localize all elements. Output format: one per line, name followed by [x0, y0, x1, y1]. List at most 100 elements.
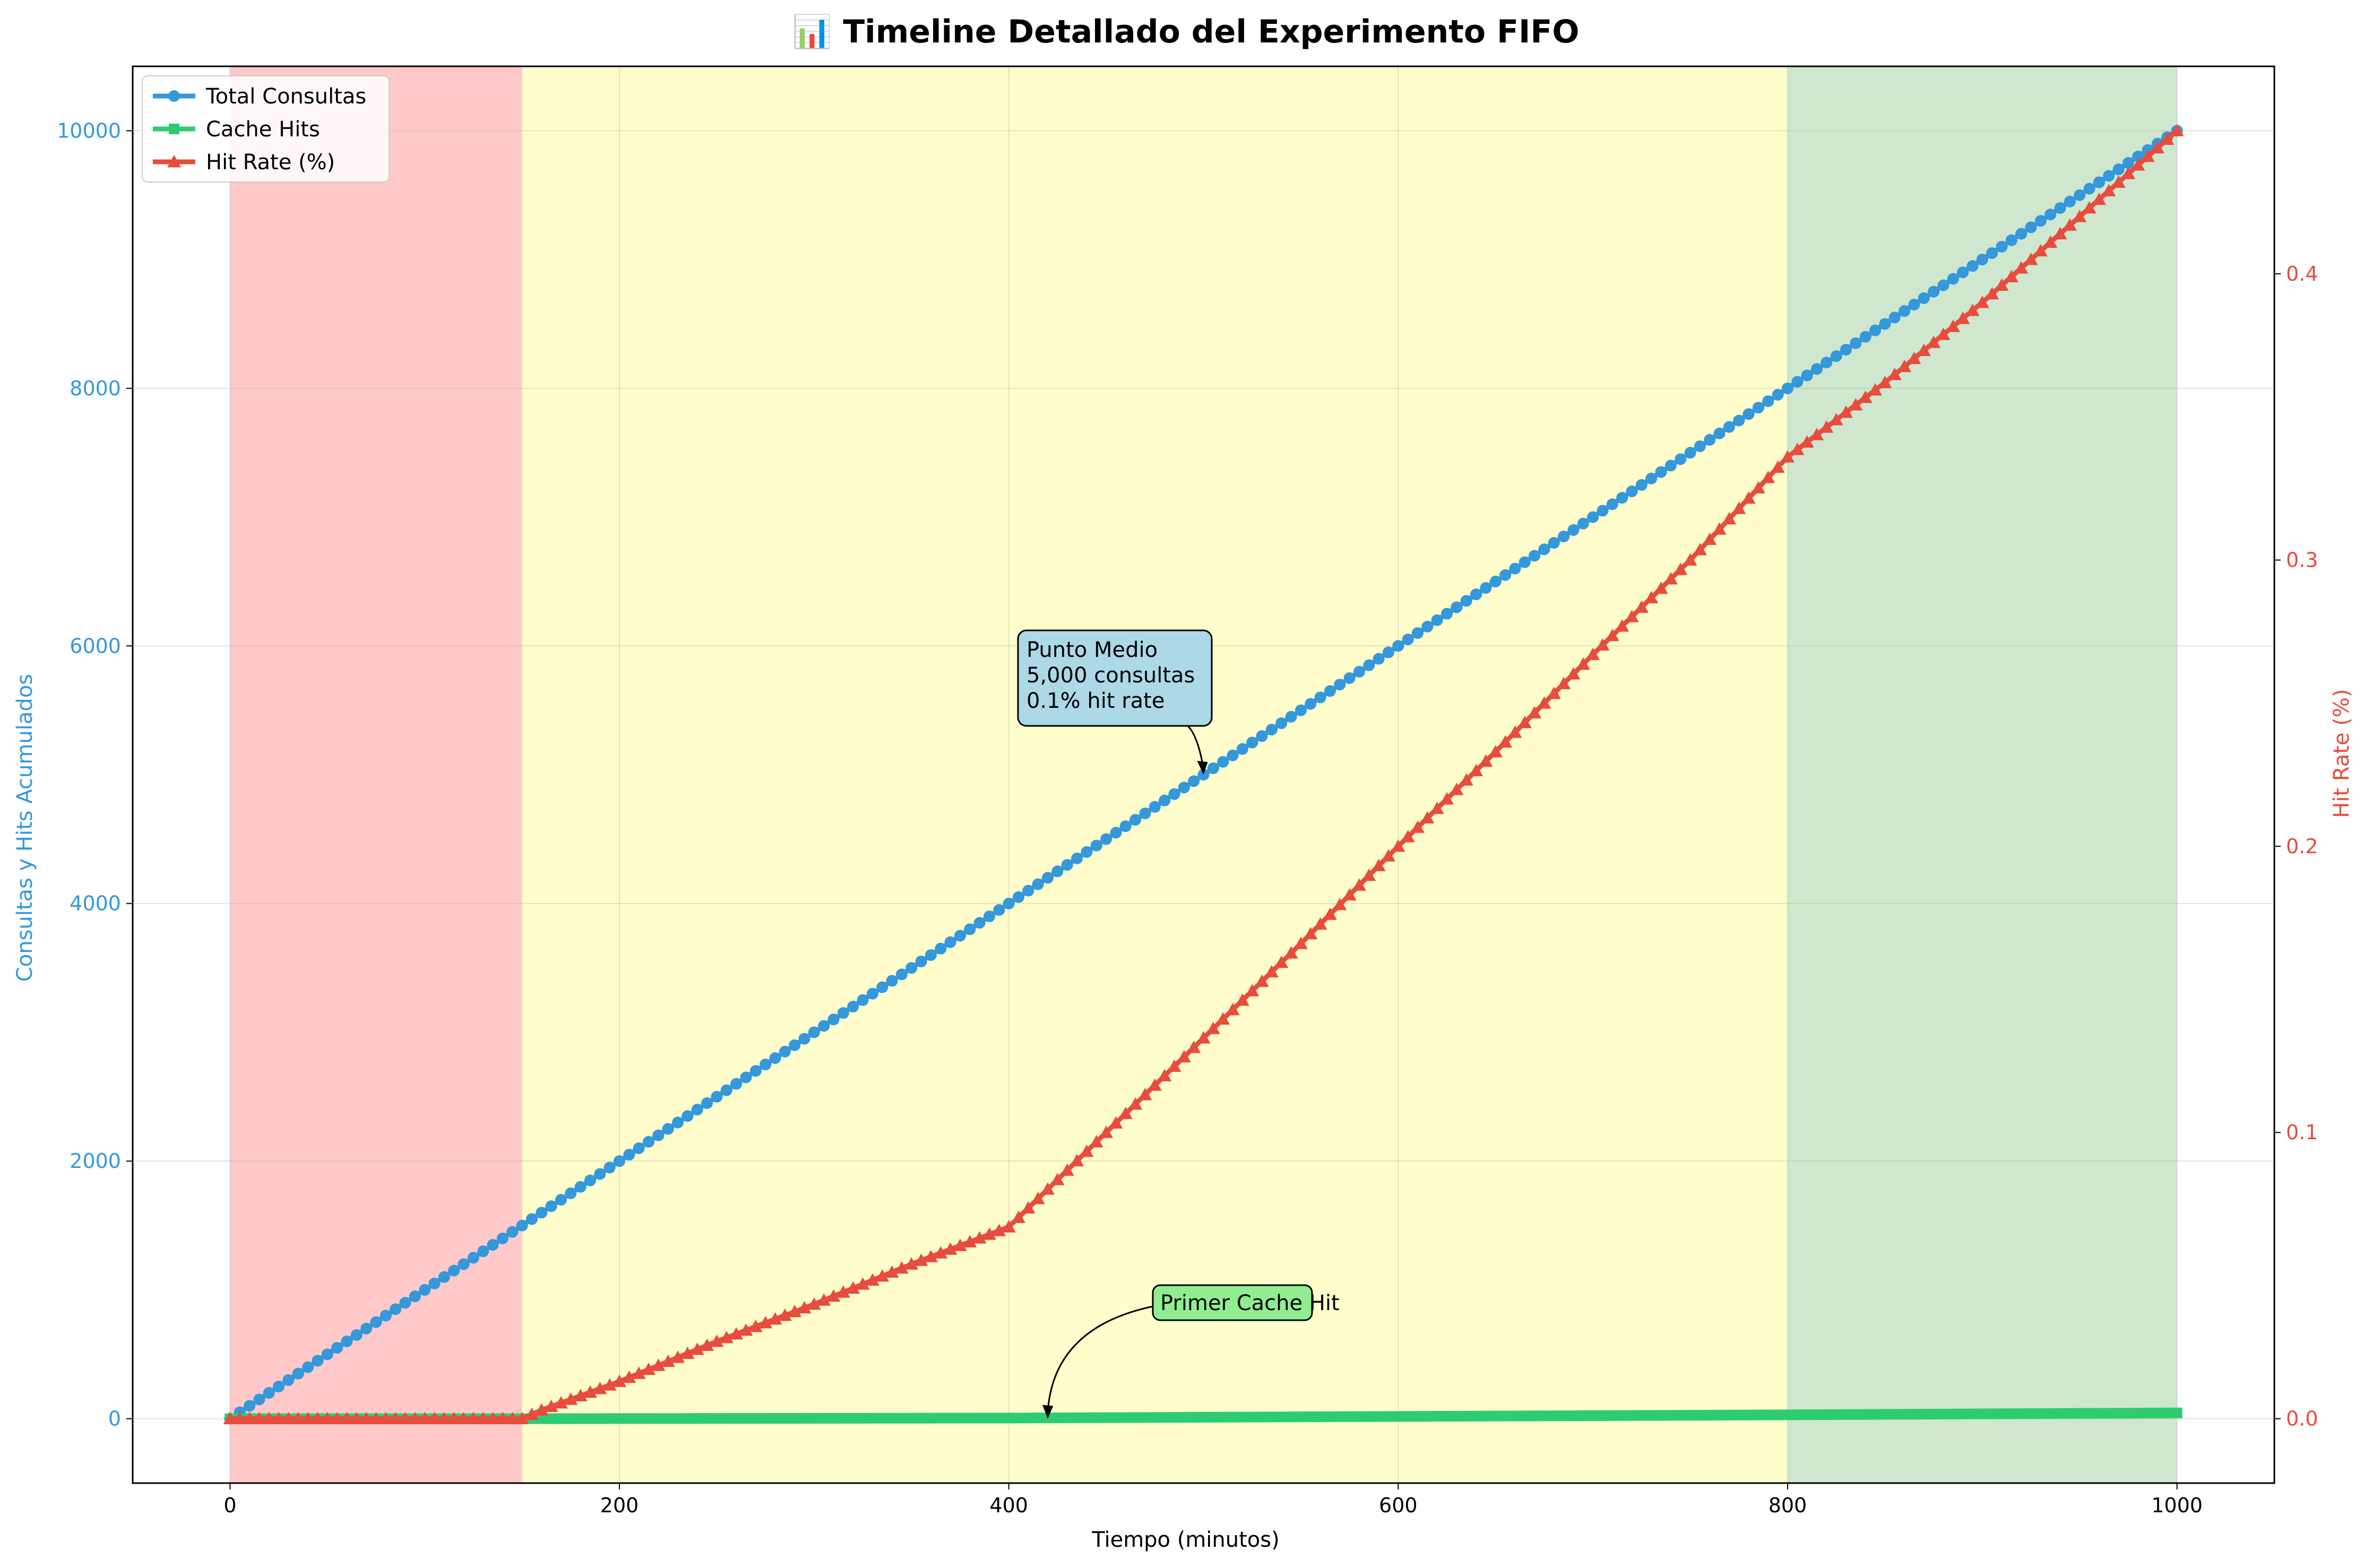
data-point [1402, 1411, 1413, 1422]
data-point [458, 1258, 470, 1270]
data-point [2063, 218, 2077, 231]
data-point [798, 1033, 810, 1045]
data-point [1227, 749, 1239, 761]
data-point [1470, 588, 1482, 601]
data-point [2025, 221, 2037, 233]
phase-regions [230, 66, 2177, 1483]
data-point [730, 1078, 743, 1090]
data-point [1704, 434, 1716, 446]
data-point [1227, 1411, 1238, 1423]
data-point [817, 1293, 831, 1306]
plot-frame [132, 65, 2275, 1484]
data-point [1977, 1408, 1988, 1419]
data-point [2123, 1408, 2134, 1419]
data-point [1529, 1410, 1540, 1422]
data-point [1947, 273, 1959, 285]
data-point [1206, 1021, 1220, 1034]
data-point [1625, 610, 1639, 622]
data-point [244, 1400, 256, 1412]
data-point [252, 1411, 266, 1425]
data-point [672, 1116, 684, 1129]
data-point [1558, 1410, 1569, 1422]
data-point [1663, 572, 1678, 585]
data-point [1285, 711, 1297, 723]
data-point [1003, 1413, 1014, 1424]
data-point [943, 1242, 958, 1255]
data-point [1956, 311, 1970, 324]
data-point [1499, 569, 1512, 581]
data-point [1178, 1412, 1189, 1423]
data-point [846, 1281, 860, 1294]
legend: Total Consultas Cache Hits Hit Rate (%) [142, 75, 390, 183]
data-point [281, 1411, 296, 1425]
data-point [848, 1413, 859, 1424]
data-point [1996, 1408, 2007, 1419]
data-point [496, 1232, 508, 1244]
data-point [1169, 1412, 1180, 1423]
data-point [2055, 1408, 2066, 1419]
data-point [2113, 1408, 2124, 1419]
data-point [700, 1338, 714, 1351]
data-point [1441, 608, 1453, 620]
data-point [438, 1271, 450, 1283]
data-point [1937, 279, 1950, 291]
data-point [594, 1413, 606, 1424]
data-point [633, 1142, 645, 1154]
data-point [1061, 859, 1073, 871]
data-point [2034, 215, 2047, 227]
data-point [331, 1342, 343, 1354]
data-point [1110, 1412, 1122, 1423]
data-point [467, 1252, 479, 1264]
data-point [671, 1350, 685, 1363]
data-point [1772, 1409, 1783, 1420]
data-point [1128, 1097, 1143, 1110]
data-point [262, 1411, 276, 1425]
data-point [2133, 1408, 2144, 1419]
data-point [2111, 175, 2126, 188]
data-point [954, 1413, 965, 1424]
data-point [1159, 1412, 1170, 1423]
data-point [876, 981, 889, 993]
data-point [1879, 318, 1891, 330]
data-point [2005, 234, 2017, 246]
data-point [330, 1411, 344, 1425]
data-point [1644, 591, 1659, 604]
data-point [1246, 737, 1258, 749]
data-point [1645, 472, 1658, 484]
data-point [1498, 735, 1513, 748]
data-point [1488, 744, 1503, 758]
data-point [565, 1187, 577, 1199]
data-point [904, 1257, 919, 1270]
data-point [1129, 813, 1142, 826]
data-point [614, 1155, 626, 1167]
data-point [1537, 696, 1551, 709]
data-point [895, 968, 908, 981]
data-point [623, 1149, 635, 1161]
data-point [1274, 955, 1289, 968]
data-point [1315, 1411, 1326, 1422]
data-point [1362, 868, 1376, 881]
data-point [1187, 1041, 1201, 1053]
data-point [524, 1407, 539, 1420]
data-point [575, 1413, 586, 1424]
data-point [1051, 865, 1064, 878]
data-point [1577, 1410, 1589, 1421]
data-point [389, 1411, 403, 1425]
data-point [1255, 974, 1269, 987]
data-point [1829, 413, 1843, 426]
x-tick-label: 600 [1379, 1494, 1418, 1517]
data-point [1411, 820, 1425, 833]
data-point [614, 1413, 625, 1424]
data-point [624, 1413, 635, 1424]
data-point [1597, 1410, 1608, 1421]
data-point [1295, 1411, 1306, 1423]
data-point [1412, 627, 1424, 639]
data-point [1089, 1135, 1103, 1148]
data-point [1733, 1409, 1745, 1420]
data-point [1792, 1409, 1803, 1420]
data-point [1899, 305, 1911, 317]
data-point [1869, 324, 1882, 336]
data-point [1237, 1411, 1248, 1423]
data-point [1965, 304, 1980, 316]
